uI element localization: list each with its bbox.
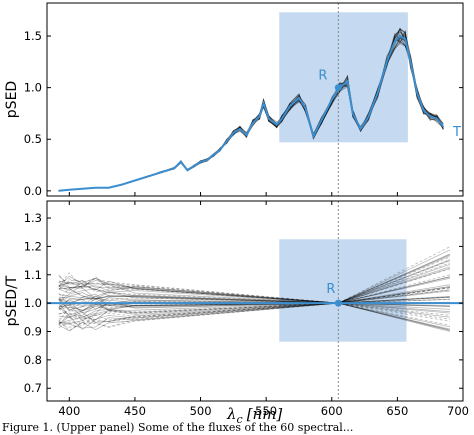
ratio-line bbox=[58, 284, 450, 304]
ratio-line bbox=[58, 301, 450, 318]
panel-bottom: R 0.7 0.8 0.9 1.0 1.1 1.2 1.3 400 450 500 550 600 6… bbox=[4, 200, 469, 426]
y-tick-label-bottom: 1.3 bbox=[24, 211, 42, 225]
x-tick-label: 500 bbox=[190, 404, 212, 418]
highlight-box-top bbox=[279, 12, 408, 143]
ratio-line bbox=[58, 268, 451, 304]
y-tick-label-top: 1.5 bbox=[24, 29, 42, 43]
ratio-line bbox=[58, 259, 451, 304]
ref-label-top: R bbox=[318, 69, 327, 84]
x-tick-label: 600 bbox=[321, 404, 343, 418]
ratio-line bbox=[58, 287, 450, 323]
ratio-line bbox=[58, 249, 451, 304]
y-tick-label-bottom: 1.1 bbox=[24, 268, 42, 282]
ratio-line bbox=[58, 277, 450, 307]
ratio-line bbox=[58, 279, 450, 304]
ratio-line bbox=[58, 276, 450, 304]
y-axis-label-top: pSED bbox=[4, 81, 20, 118]
ratio-line bbox=[58, 298, 450, 324]
series-line-t bbox=[58, 34, 445, 192]
ratio-line bbox=[58, 302, 450, 328]
ratio-line bbox=[58, 260, 451, 320]
y-tick-label-top: 1.0 bbox=[24, 81, 42, 95]
ratio-line bbox=[58, 285, 450, 310]
x-tick-label: 450 bbox=[124, 404, 146, 418]
y-tick-label-top: 0.5 bbox=[24, 132, 42, 146]
series-label-t: T bbox=[452, 125, 461, 140]
y-tick-label-bottom: 0.8 bbox=[24, 353, 42, 367]
figure-caption: Figure 1. (Upper panel) Some of the flux… bbox=[2, 421, 354, 434]
ratio-line bbox=[58, 259, 451, 325]
ratio-line bbox=[58, 278, 450, 322]
ratio-line bbox=[58, 264, 451, 304]
y-tick-label-bottom: 0.7 bbox=[24, 381, 42, 395]
panel-top: R T 0.0 0.5 1.0 1.5 pSED bbox=[4, 2, 464, 198]
ratio-line bbox=[58, 262, 451, 304]
ratio-band-bottom bbox=[58, 246, 451, 332]
ratio-line bbox=[58, 302, 450, 330]
y-tick-label-bottom: 1.0 bbox=[24, 296, 42, 310]
ratio-line bbox=[58, 281, 450, 307]
ratio-line bbox=[58, 274, 450, 304]
ratio-line bbox=[58, 267, 451, 304]
ratio-line bbox=[58, 280, 450, 330]
axes-frame-top bbox=[46, 2, 464, 197]
ratio-line bbox=[58, 287, 450, 322]
x-axis-label: λc [nm] bbox=[226, 405, 282, 426]
ratio-line bbox=[58, 277, 450, 324]
y-axis-label-bottom: pSED/T bbox=[4, 275, 20, 326]
ratio-line bbox=[58, 253, 451, 307]
ratio-line bbox=[58, 296, 450, 311]
ratio-line bbox=[58, 266, 451, 304]
ratio-line bbox=[58, 295, 450, 331]
ratio-line bbox=[58, 302, 450, 331]
y-tick-label-bottom: 1.2 bbox=[24, 239, 42, 253]
y-tick-label-top: 0.0 bbox=[24, 184, 42, 198]
y-ticks-top: 0.0 0.5 1.0 1.5 bbox=[24, 29, 464, 198]
axes-frame-bottom bbox=[46, 200, 464, 402]
x-axis-unit: [nm] bbox=[247, 405, 283, 423]
ratio-line bbox=[58, 302, 450, 332]
ref-point-bottom bbox=[334, 299, 342, 307]
ratio-line bbox=[58, 302, 450, 332]
y-tick-label-bottom: 0.9 bbox=[24, 324, 42, 338]
x-tick-label: 650 bbox=[386, 404, 408, 418]
ratio-line bbox=[58, 302, 450, 329]
x-axis-symbol: λ bbox=[226, 405, 237, 423]
ratio-line bbox=[58, 276, 450, 316]
x-axis-subscript: c bbox=[237, 413, 243, 426]
x-tick-label: 700 bbox=[447, 404, 469, 418]
ratio-line bbox=[58, 289, 450, 329]
x-ticks-bottom: 400 450 500 550 600 650 700 bbox=[58, 201, 469, 418]
ratio-line bbox=[58, 296, 450, 323]
ratio-line bbox=[58, 285, 450, 304]
highlight-box-bottom bbox=[279, 239, 407, 342]
ref-point-top bbox=[334, 84, 342, 92]
ratio-line bbox=[58, 255, 451, 304]
ref-label-bottom: R bbox=[326, 282, 335, 297]
ratio-line bbox=[58, 272, 450, 304]
x-tick-label: 400 bbox=[58, 404, 80, 418]
x-tick-label: 550 bbox=[255, 404, 277, 418]
ratio-line bbox=[58, 287, 450, 328]
ratio-line bbox=[58, 286, 450, 312]
y-ticks-bottom: 0.7 0.8 0.9 1.0 1.1 1.2 1.3 bbox=[24, 211, 463, 395]
ratio-line bbox=[58, 302, 450, 328]
